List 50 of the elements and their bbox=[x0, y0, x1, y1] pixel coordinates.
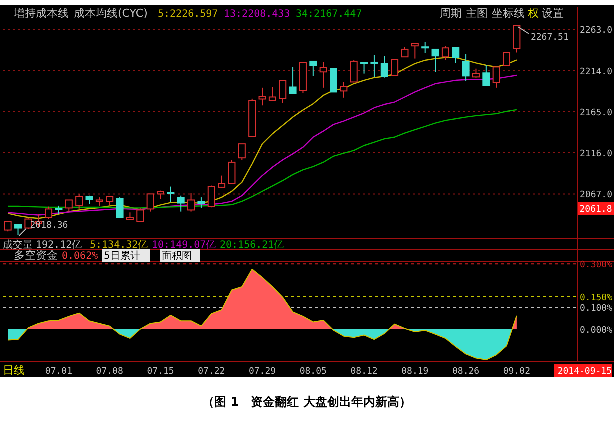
text: 10:149.07亿 bbox=[152, 240, 216, 251]
y-tick-label: 2165.0 bbox=[580, 108, 613, 118]
candlestick bbox=[462, 54, 470, 82]
text: 2267.51 bbox=[530, 32, 569, 43]
text: 2061.8 bbox=[580, 205, 612, 215]
x-tick-label: 07.15 bbox=[147, 367, 174, 377]
text: 成交量 bbox=[3, 239, 33, 251]
x-tick-label: 08.12 bbox=[350, 367, 378, 377]
candlestick bbox=[340, 82, 348, 98]
text: 5:2226.597 bbox=[158, 9, 218, 20]
x-tick-label: 09.02 bbox=[503, 367, 530, 377]
annotation: 周期 bbox=[440, 7, 462, 20]
text: 设置 bbox=[542, 7, 564, 20]
y-tick-label: 0.150% bbox=[580, 293, 614, 304]
text: 20:156.21亿 bbox=[220, 240, 284, 251]
text: 面积图 bbox=[162, 251, 192, 262]
x-tick-label: 08.19 bbox=[402, 367, 429, 377]
text: 192.12亿 bbox=[36, 240, 82, 251]
y-tick-label: 0.000% bbox=[580, 326, 614, 336]
y-tick-label: 2214.0 bbox=[580, 67, 613, 78]
text: 权 bbox=[527, 7, 539, 20]
y-tick-label: 2116.0 bbox=[580, 150, 613, 160]
y-tick-label: 0.100% bbox=[580, 304, 614, 314]
candlestick bbox=[370, 54, 378, 78]
y-tick-label: 0.300% bbox=[580, 260, 614, 271]
text: 13:2208.433 bbox=[224, 9, 290, 20]
chart-title: 增持成本线 bbox=[13, 7, 69, 20]
y-tick-label: 2263.0 bbox=[580, 26, 613, 36]
candlestick bbox=[320, 62, 328, 88]
chart-subtitle: 成本均线(CYC) bbox=[74, 7, 148, 20]
candlestick bbox=[76, 194, 84, 210]
text: （图 1 资金翻红 大盘创出年内新高） bbox=[202, 395, 412, 409]
y-tick-label: 2067.0 bbox=[580, 190, 613, 201]
x-tick-label: 07.01 bbox=[45, 367, 73, 377]
annotation: 坐标线 bbox=[492, 7, 525, 20]
annotation: 主图 bbox=[466, 7, 488, 20]
text: 5:134.32亿 bbox=[90, 240, 148, 251]
candlestick bbox=[198, 197, 206, 209]
text: 34:2167.447 bbox=[296, 9, 362, 20]
text: 0.062% bbox=[62, 251, 98, 262]
text: 2014-09-15 bbox=[558, 367, 612, 377]
x-tick-label: 07.08 bbox=[96, 367, 124, 377]
x-tick-label: 07.22 bbox=[198, 367, 226, 377]
candlestick bbox=[422, 42, 430, 54]
text: 日线 bbox=[3, 364, 25, 377]
x-tick-label: 07.29 bbox=[248, 367, 276, 377]
chart-title: 多空资金 bbox=[14, 249, 58, 262]
x-tick-label: 08.05 bbox=[300, 367, 327, 377]
text: 5日累计 bbox=[104, 250, 140, 262]
x-tick-label: 08.26 bbox=[452, 367, 480, 377]
